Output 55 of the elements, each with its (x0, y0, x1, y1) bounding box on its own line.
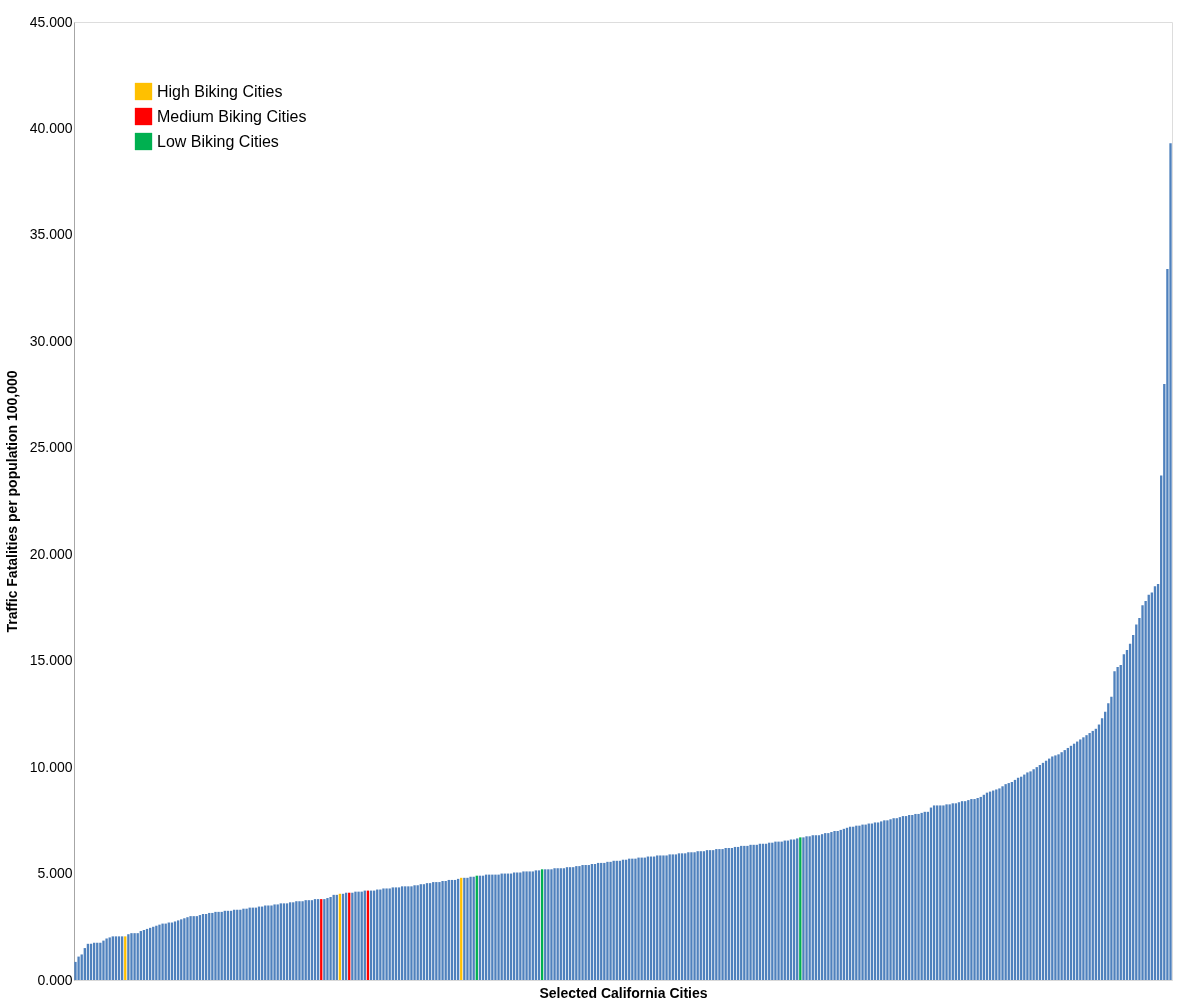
legend-label: Medium Biking Cities (157, 107, 307, 125)
y-tick-label: 0.000 (37, 971, 73, 988)
bar (214, 911, 217, 980)
legend-label: Low Biking Cities (157, 132, 279, 150)
bar (550, 869, 553, 980)
bar (270, 905, 273, 980)
bar (1085, 735, 1088, 980)
bar (326, 898, 329, 980)
bar (1001, 786, 1004, 980)
bar (494, 874, 497, 980)
bar (438, 882, 441, 980)
bar (130, 933, 133, 980)
y-tick-label: 25.000 (29, 439, 73, 456)
bar (74, 961, 77, 980)
bar (158, 924, 161, 980)
bar (749, 844, 752, 980)
bar (578, 866, 581, 980)
bar (1057, 754, 1060, 980)
y-tick-label: 15.000 (29, 652, 73, 669)
y-tick-label: 30.000 (29, 332, 73, 349)
y-axis-title: Traffic Fatalities per population 100,000 (3, 370, 20, 633)
y-tick-label: 5.000 (37, 865, 73, 882)
legend-label: High Biking Cities (157, 82, 283, 100)
bar (606, 861, 609, 980)
bar (665, 855, 668, 980)
bar (861, 824, 864, 980)
y-tick-label: 10.000 (29, 758, 73, 775)
bar (354, 891, 357, 980)
x-axis-title: Selected California Cities (539, 984, 708, 1001)
bar (522, 871, 525, 980)
bar (805, 836, 808, 980)
bar (973, 799, 976, 980)
bar (1113, 671, 1116, 980)
bar (410, 886, 413, 980)
bar (1029, 771, 1032, 980)
y-tick-label: 20.000 (29, 545, 73, 562)
bar (777, 841, 780, 980)
bar (693, 852, 696, 980)
bar (637, 857, 640, 980)
bar (945, 804, 948, 980)
bar (721, 849, 724, 980)
bar (382, 888, 385, 980)
y-tick-label: 45.000 (29, 13, 73, 30)
bar (102, 940, 105, 980)
bar (833, 830, 836, 980)
y-tick-label: 35.000 (29, 226, 73, 243)
bar (298, 901, 301, 980)
bar (186, 917, 189, 980)
bar (242, 908, 245, 980)
bar (466, 877, 469, 980)
bar (917, 813, 920, 980)
bar (1169, 143, 1172, 980)
y-tick-label: 40.000 (29, 119, 73, 136)
bar (889, 819, 892, 980)
bar (1141, 605, 1144, 980)
